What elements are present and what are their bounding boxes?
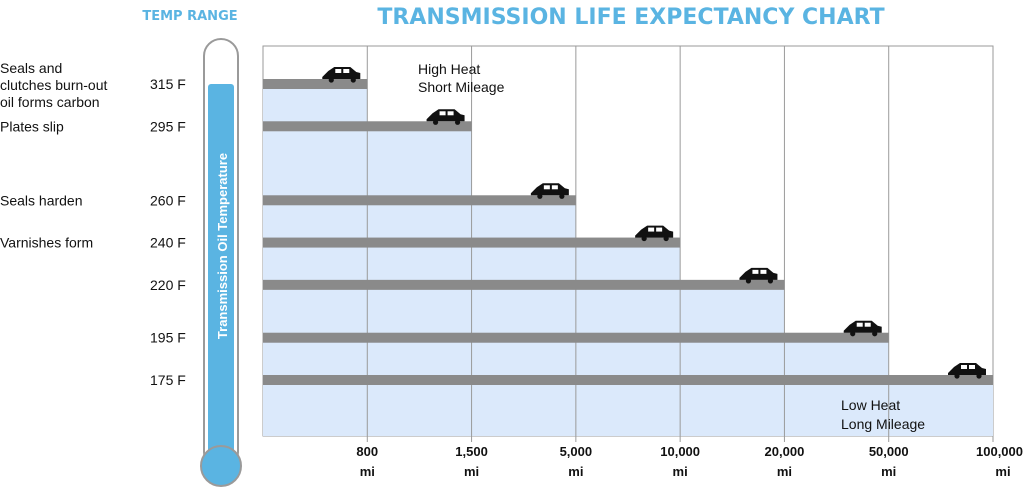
x-tick-label: 10,000 (660, 444, 700, 459)
car-wheel (872, 331, 878, 337)
car-wheel (559, 193, 565, 199)
car-window (856, 322, 863, 327)
car-icon (635, 225, 674, 242)
thermometer-bulb (200, 445, 242, 487)
car-wheel (350, 77, 356, 83)
x-axis-ticks: 800 mi 1,500 mi 5,000 mi 10,000 mi 20,000 mi 50,00… (356, 436, 1023, 479)
x-tick-label: 20,000 (765, 444, 805, 459)
effect-label: Seals harden (0, 192, 83, 208)
car-wheel (537, 193, 543, 199)
car-wheel (767, 278, 774, 284)
x-tick-label: 800 (356, 444, 378, 459)
car-wheel (641, 235, 647, 242)
car-window (551, 185, 558, 190)
temperature-label: 195 F (150, 330, 186, 346)
high-heat-line-1: High Heat (418, 61, 480, 77)
temperature-band-5 (263, 279, 785, 290)
x-tick-unit: mi (995, 464, 1010, 479)
x-tick-unit: mi (881, 464, 896, 479)
car-icon (426, 109, 465, 125)
car-window (343, 69, 350, 73)
temperature-label: 240 F (150, 235, 186, 251)
chart-title: TRANSMISSION LIFE EXPECTANCY CHART (377, 5, 884, 30)
car-wheel (745, 278, 752, 284)
car-window (969, 365, 975, 369)
low-heat-line-2: Long Mileage (841, 416, 925, 432)
car-wheel (432, 119, 439, 125)
car-window (864, 322, 871, 327)
temperature-label: 295 F (150, 118, 186, 134)
temperature-band-7 (263, 375, 993, 385)
temperature-label: 315 F (150, 76, 186, 92)
car-icon (530, 183, 569, 199)
car-icon (322, 67, 361, 83)
x-tick-label: 50,000 (869, 444, 909, 459)
effect-label: Plates slip (0, 118, 64, 134)
car-window (752, 269, 759, 274)
temperature-label: 175 F (150, 372, 186, 388)
y-axis-labels: 315 F 295 F 260 F 240 F 220 F 195 F 175 F (150, 76, 186, 388)
car-window (648, 227, 655, 232)
car-window (335, 69, 342, 73)
car-wheel (663, 235, 669, 242)
step-bar-7 (263, 380, 993, 436)
car-window (656, 227, 663, 232)
temperature-label: 260 F (150, 192, 186, 208)
x-tick-unit: mi (360, 464, 375, 479)
x-tick-unit: mi (568, 464, 583, 479)
car-markers (322, 67, 986, 379)
x-tick-unit: mi (464, 464, 479, 479)
temperature-band-6 (263, 332, 889, 343)
temp-range-label: TEMP RANGE (142, 9, 237, 24)
thermometer-fluid (208, 84, 234, 456)
effect-label: Seals and (0, 60, 62, 76)
x-tick-label: 100,000 (976, 444, 1023, 459)
car-wheel (328, 77, 334, 83)
effect-label: clutches burn-out (0, 77, 108, 93)
temperature-label: 220 F (150, 277, 186, 293)
effect-label: oil forms carbon (0, 94, 100, 110)
car-window (961, 365, 967, 369)
temperature-band-3 (263, 195, 576, 206)
car-wheel (454, 119, 461, 125)
car-icon (739, 267, 778, 284)
car-wheel (850, 331, 856, 337)
x-tick-unit: mi (673, 464, 688, 479)
high-heat-line-2: Short Mileage (418, 79, 505, 95)
low-heat-line-1: Low Heat (841, 397, 900, 413)
car-window (543, 185, 550, 190)
high-heat-note: High Heat Short Mileage (418, 61, 505, 95)
low-heat-note: Low Heat Long Mileage (841, 397, 925, 432)
car-icon (948, 363, 986, 379)
car-wheel (954, 373, 960, 379)
thermometer: Transmission Oil Temperature (200, 38, 242, 487)
car-window (447, 111, 454, 116)
temperature-band-2 (263, 121, 472, 132)
x-tick-label: 5,000 (560, 444, 593, 459)
car-window (760, 269, 767, 274)
x-tick-label: 1,500 (455, 444, 488, 459)
car-icon (843, 320, 882, 337)
effect-label: Varnishes form (0, 235, 93, 251)
x-tick-unit: mi (777, 464, 792, 479)
car-window (439, 111, 446, 116)
temperature-band-1 (263, 79, 368, 89)
temperature-band-4 (263, 237, 681, 248)
car-wheel (976, 373, 982, 379)
thermometer-label: Transmission Oil Temperature (215, 153, 230, 339)
temperature-bands (263, 79, 993, 385)
